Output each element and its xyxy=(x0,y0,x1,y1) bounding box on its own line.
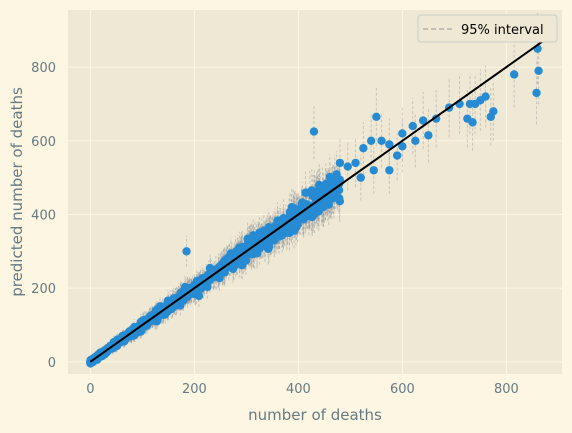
data-point xyxy=(254,236,263,245)
data-point xyxy=(260,241,270,251)
data-point xyxy=(343,162,352,171)
x-tick-labels: 0 200 400 600 800 xyxy=(86,382,519,397)
data-point xyxy=(366,136,376,145)
data-point xyxy=(248,231,258,240)
data-point xyxy=(335,158,345,168)
data-point xyxy=(356,173,365,182)
data-point xyxy=(424,131,433,140)
data-point xyxy=(372,112,381,122)
data-point xyxy=(314,180,324,190)
data-point xyxy=(351,158,360,168)
data-point xyxy=(465,99,475,109)
data-point xyxy=(418,116,428,125)
data-point xyxy=(289,210,299,220)
y-tick-label: 200 xyxy=(31,282,56,297)
data-point xyxy=(369,166,378,175)
y-tick-label: 800 xyxy=(31,61,56,76)
data-point xyxy=(141,320,150,330)
data-point xyxy=(385,140,394,149)
data-point xyxy=(431,114,441,123)
x-tick-label: 400 xyxy=(286,382,311,397)
x-axis-label: number of deaths xyxy=(248,406,382,424)
y-tick-labels: 0 200 400 600 800 xyxy=(31,61,56,371)
data-point xyxy=(532,88,541,98)
x-tick-label: 200 xyxy=(182,382,207,397)
data-point xyxy=(299,215,308,224)
data-point xyxy=(392,151,402,160)
data-point xyxy=(322,191,332,201)
data-point xyxy=(301,188,310,197)
data-point xyxy=(203,282,212,292)
data-point xyxy=(385,166,394,175)
y-tick-label: 400 xyxy=(31,208,56,223)
legend-box xyxy=(417,14,558,43)
y-tick-label: 600 xyxy=(31,135,56,150)
x-tick-label: 600 xyxy=(390,382,415,397)
data-point xyxy=(398,142,407,151)
data-point xyxy=(509,70,519,79)
data-point xyxy=(321,179,331,189)
data-point xyxy=(182,247,191,256)
data-point xyxy=(486,112,495,122)
data-point xyxy=(263,225,272,235)
data-point xyxy=(309,127,319,136)
y-axis-label: predicted number of deaths xyxy=(8,87,26,297)
data-point xyxy=(359,143,368,153)
legend-label: 95% interval xyxy=(461,23,544,38)
data-point xyxy=(481,92,490,101)
data-point xyxy=(534,66,543,75)
data-point xyxy=(333,184,342,193)
x-tick-label: 800 xyxy=(494,382,519,397)
data-point xyxy=(377,136,386,145)
data-point xyxy=(398,129,407,138)
x-tick-label: 0 xyxy=(86,382,94,397)
legend: 95% interval xyxy=(417,14,558,43)
y-tick-label: 0 xyxy=(48,356,56,371)
data-point xyxy=(289,203,298,213)
data-point xyxy=(243,238,253,248)
data-point xyxy=(330,173,339,182)
data-point xyxy=(313,187,322,197)
data-point xyxy=(408,121,417,131)
data-point xyxy=(118,336,128,346)
identity-line xyxy=(89,40,544,363)
data-point xyxy=(319,202,328,212)
data-point xyxy=(304,204,313,214)
data-point xyxy=(279,214,288,223)
data-point xyxy=(468,118,477,127)
data-point xyxy=(411,136,420,145)
